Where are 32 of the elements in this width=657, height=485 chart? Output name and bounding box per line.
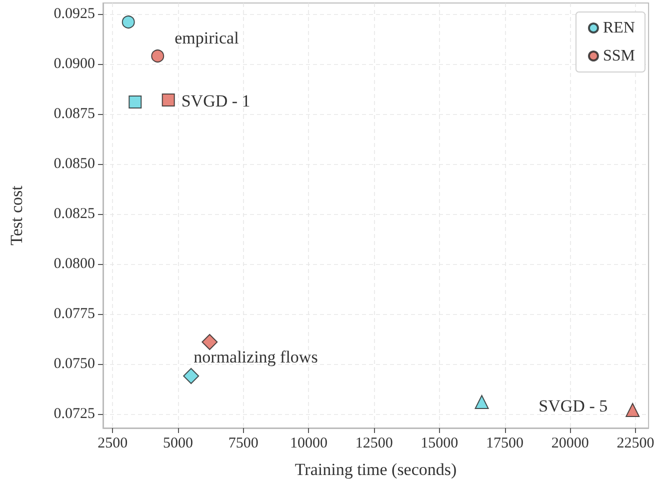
annotation: normalizing flows [194,348,318,366]
x-tick-label: 22500 [616,436,654,452]
point [626,403,640,417]
annotation: SVGD - 1 [181,92,250,110]
y-tick-label: 0.0925 [54,6,95,22]
y-tick-label: 0.0850 [54,156,95,172]
x-tick-label: 10000 [290,436,328,452]
point [128,96,142,108]
point [474,395,489,409]
point [151,50,164,62]
x-tick-label: 17500 [486,436,524,452]
x-tick-label: 15000 [420,436,458,452]
point [162,94,175,106]
point [122,16,135,28]
y-tick-label: 0.0800 [54,256,95,272]
x-tick-label: 7500 [228,436,258,452]
y-axis-title: Test cost [7,185,26,246]
legend-label: REN [602,20,636,36]
y-tick-label: 0.0750 [54,356,95,372]
legend-label: SSM [602,48,636,64]
x-tick-label: 2500 [98,436,128,452]
y-tick-label: 0.0875 [54,106,95,122]
annotation: SVGD - 5 [538,396,608,416]
y-tick-label: 0.0725 [54,406,95,422]
x-tick-label: 12500 [355,436,393,452]
x-tick-label: 5000 [163,436,194,452]
y-tick-label: 0.0775 [54,306,95,322]
annotation: empirical [174,28,240,48]
y-tick-label: 0.0900 [54,56,95,72]
x-axis-title: Training time (seconds) [294,460,457,479]
y-tick-label: 0.0825 [54,206,95,222]
x-tick-label: 20000 [551,436,589,452]
